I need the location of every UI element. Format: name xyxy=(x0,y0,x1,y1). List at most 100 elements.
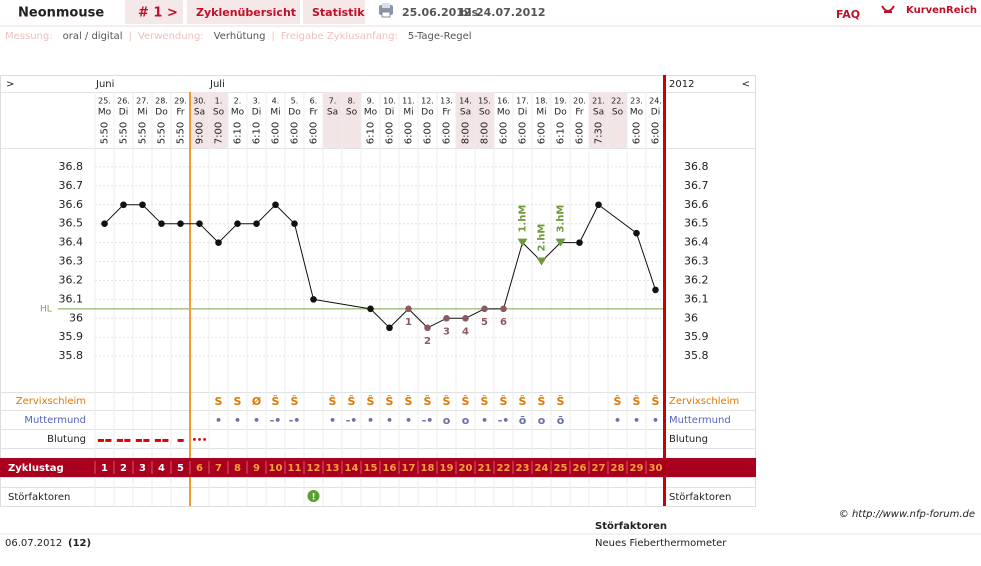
weekday: Di xyxy=(119,108,128,118)
temp-segment xyxy=(636,232,656,291)
faq-link[interactable]: FAQ xyxy=(836,8,860,21)
nav-tab-label[interactable]: Zyklenübersicht xyxy=(196,6,296,19)
cycle-tab[interactable] xyxy=(125,0,183,24)
year-label: 2012 xyxy=(669,79,694,90)
y-tick-label-right: 36.5 xyxy=(684,217,709,230)
cycle-day: 7 xyxy=(215,463,222,474)
cycle-day: 20 xyxy=(459,463,473,474)
cervix-symbol: • xyxy=(234,414,241,427)
temp-point xyxy=(386,324,393,332)
measure-time: 7:30 xyxy=(594,122,605,144)
y-tick-label-right: 36.3 xyxy=(684,255,709,268)
measure-time: 5:50 xyxy=(100,122,111,144)
cycle-day: 16 xyxy=(383,463,397,474)
measure-time: 6:10 xyxy=(366,122,377,144)
y-tick-label-right: 36.4 xyxy=(684,236,709,249)
cervix-symbol: o xyxy=(443,414,451,427)
cycle-tab-label[interactable]: # 1 > xyxy=(138,6,178,21)
y-tick-label-right: 35.9 xyxy=(684,330,709,343)
bleeding-symbol: ▬▬ xyxy=(97,436,112,445)
cervix-symbol: • xyxy=(614,414,621,427)
peak-marker xyxy=(517,238,528,247)
cervix-symbol: • xyxy=(215,414,222,427)
day-number: 15. xyxy=(478,97,491,106)
temp-segment xyxy=(408,308,428,329)
y-tick-label: 36 xyxy=(69,311,83,324)
nav-tab[interactable] xyxy=(303,0,365,24)
cycle-day: 12 xyxy=(307,463,321,474)
day-number: 29. xyxy=(174,97,187,106)
temp-segment xyxy=(294,223,314,300)
weekend-shade xyxy=(608,92,627,148)
cervix-symbol: o xyxy=(538,414,546,427)
cervix-symbol: -• xyxy=(289,414,301,427)
temp-point xyxy=(177,220,184,227)
user-name: Neonmouse xyxy=(18,6,104,21)
brand[interactable]: KurvenReich xyxy=(906,5,977,16)
bleeding-symbol: ▬ xyxy=(177,436,185,445)
weekday: Fr xyxy=(309,108,318,118)
temp-segment xyxy=(218,223,238,243)
temp-point xyxy=(101,220,108,227)
print-icon[interactable] xyxy=(379,3,393,18)
weekday: Do xyxy=(421,108,434,118)
measure-time: 6:00 xyxy=(575,122,586,144)
cervical-symbol: Ŝ xyxy=(386,395,394,408)
month-label: Juni xyxy=(95,79,114,90)
cervix-symbol: -• xyxy=(498,414,510,427)
y-tick-label-right: 36 xyxy=(684,311,698,324)
y-tick-label: 36.6 xyxy=(59,198,84,211)
temp-segment xyxy=(313,298,371,310)
weekday: So xyxy=(479,108,491,118)
day-number: 4. xyxy=(272,97,280,106)
y-tick-label-right: 36.1 xyxy=(684,292,709,305)
y-tick-label: 36.8 xyxy=(59,160,84,173)
nav-prev[interactable]: > xyxy=(6,79,14,90)
measure-time: 6:00 xyxy=(423,122,434,144)
brand-icon xyxy=(881,5,895,13)
weekday: So xyxy=(213,108,225,118)
bleeding-symbol: ▬▬ xyxy=(135,436,150,445)
temp-point xyxy=(367,305,374,313)
weekday: Mi xyxy=(270,108,280,118)
day-number: 11. xyxy=(402,97,415,106)
weekday: Fr xyxy=(176,108,185,118)
disturbance-symbol[interactable]: ! xyxy=(311,493,315,503)
temp-segment xyxy=(256,204,276,225)
cycle-day: 22 xyxy=(497,463,511,474)
weekday: Di xyxy=(385,108,394,118)
nav-tab-label[interactable]: Statistik xyxy=(312,6,365,19)
weekday: Mo xyxy=(364,108,378,118)
footer-date: 06.07.2012 xyxy=(5,538,62,549)
measure-time: 6:10 xyxy=(556,122,567,144)
cycle-day-bar xyxy=(0,458,756,477)
weekend-shade xyxy=(475,92,494,148)
temp-point xyxy=(424,324,431,332)
cervix-symbol: • xyxy=(367,414,374,427)
cervix-symbol: ō xyxy=(557,414,565,427)
info-value: 5-Tage-Regel xyxy=(408,31,472,42)
info-separator: | xyxy=(271,31,274,42)
peak-label: 3.hM xyxy=(556,205,567,233)
nav-next[interactable]: < xyxy=(742,79,750,90)
cervix-symbol: o xyxy=(462,414,470,427)
day-number: 23. xyxy=(630,97,643,106)
nav-tab[interactable] xyxy=(187,0,300,24)
measure-time: 5:50 xyxy=(138,122,149,144)
day-number: 16. xyxy=(497,97,510,106)
coverline-label: HL xyxy=(40,304,52,314)
day-number: 2. xyxy=(234,97,242,106)
info-value: oral / digital xyxy=(63,31,123,42)
cervical-symbol: Ŝ xyxy=(443,395,451,408)
temp-segment xyxy=(465,308,485,319)
cervical-symbol: Ŝ xyxy=(291,395,299,408)
temp-point xyxy=(405,305,412,313)
cycle-day: 17 xyxy=(402,463,416,474)
temp-point xyxy=(633,229,640,237)
cervical-symbol: Ø xyxy=(252,395,262,408)
temp-segment xyxy=(389,308,409,329)
peak-marker xyxy=(555,238,566,247)
disturbance-icon[interactable] xyxy=(307,490,320,502)
day-number: 5. xyxy=(291,97,299,106)
weekend-shade xyxy=(323,92,342,148)
